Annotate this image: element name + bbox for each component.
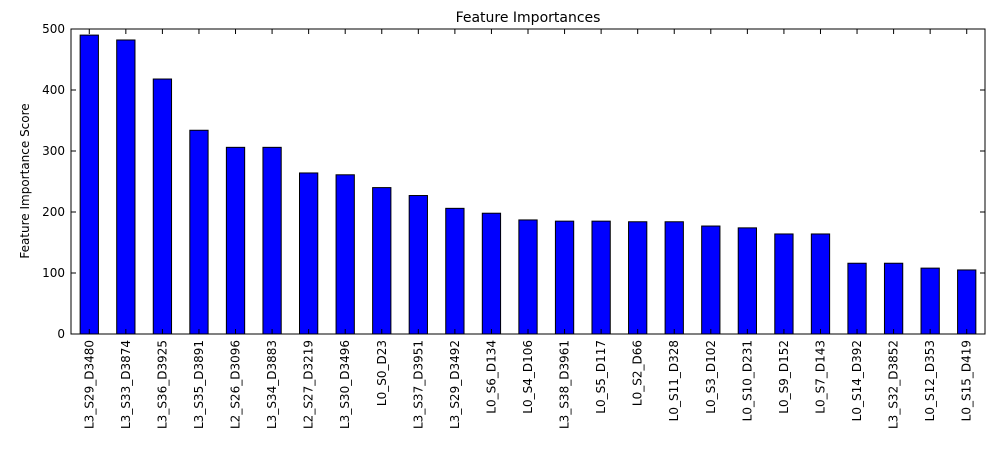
x-tick-label: L0_S4_D106 (521, 340, 535, 414)
bar-L0_S11_D328 (664, 221, 684, 335)
x-tick-label: L0_S3_D102 (704, 340, 718, 414)
bar-L2_S27_D3219 (299, 172, 319, 335)
bar-L0_S0_D23 (372, 187, 392, 335)
x-tick-label: L0_S7_D143 (813, 340, 827, 414)
y-tick-label: 500 (42, 22, 65, 36)
x-tick-label: L0_S5_D117 (594, 340, 608, 414)
bar-L0_S9_D152 (774, 233, 794, 335)
bar-L3_S30_D3496 (335, 174, 355, 335)
bar-L0_S6_D134 (481, 212, 502, 335)
x-tick-label: L3_S30_D3496 (338, 340, 352, 429)
bar-L3_S35_D3891 (189, 129, 209, 335)
x-tick-label: L0_S12_D353 (923, 340, 937, 421)
bar-L3_S37_D3951 (408, 195, 428, 335)
bar-L3_S33_D3874 (116, 39, 136, 335)
x-tick-label: L0_S9_D152 (777, 340, 791, 414)
x-tick-label: L0_S6_D134 (484, 340, 498, 414)
x-ticks: L3_S29_D3480 L3_S33_D3874 L3_S36_D3925 L3_S… (82, 29, 974, 429)
bar-L0_S10_D231 (737, 227, 757, 335)
y-tick-label: 300 (42, 144, 65, 158)
x-tick-label: L0_S10_D231 (740, 340, 754, 421)
bar-L3_S34_D3883 (262, 146, 282, 335)
bar-L0_S12_D353 (920, 267, 940, 335)
bar-L3_S36_D3925 (152, 78, 173, 335)
x-tick-label: L3_S37_D3951 (411, 340, 425, 429)
x-tick-label: L3_S32_D3852 (887, 340, 901, 429)
x-tick-label: L3_S38_D3961 (558, 340, 572, 429)
x-tick-label: L0_S2_D66 (631, 340, 645, 406)
x-tick-label: L0_S11_D328 (667, 340, 681, 421)
y-tick-label: 0 (57, 327, 65, 341)
bar-L0_S4_D106 (518, 219, 538, 335)
bar-L0_S14_D392 (847, 262, 867, 335)
x-tick-label: L2_S26_D3096 (229, 340, 243, 429)
bar-L0_S15_D419 (957, 269, 977, 335)
x-tick-label: L0_S0_D23 (375, 340, 389, 406)
x-tick-label: L0_S15_D419 (960, 340, 974, 421)
y-tick-label: 200 (42, 205, 65, 219)
bar-L0_S5_D117 (591, 220, 611, 335)
chart-title: Feature Importances (456, 10, 601, 26)
bar-L0_S3_D102 (701, 225, 721, 335)
x-tick-label: L3_S35_D3891 (192, 340, 206, 429)
x-tick-label: L2_S27_D3219 (302, 340, 316, 429)
x-tick-label: L3_S34_D3883 (265, 340, 279, 429)
y-axis-label: Feature Importance Score (18, 103, 32, 258)
x-tick-label: L3_S36_D3925 (155, 340, 169, 429)
plot-frame (70, 28, 986, 335)
y-tick-label: 100 (42, 266, 65, 280)
bar-L2_S26_D3096 (225, 146, 246, 335)
bar-L3_S29_D3480 (79, 34, 99, 335)
bars-group (79, 34, 977, 335)
y-ticks: 0 100 200 300 400 500 (42, 22, 985, 341)
bar-L3_S29_D3492 (445, 207, 465, 335)
y-tick-label: 400 (42, 83, 65, 97)
x-tick-label: L3_S29_D3492 (448, 340, 462, 429)
bar-L3_S32_D3852 (883, 262, 904, 335)
bar-L0_S2_D66 (628, 221, 648, 335)
x-tick-label: L3_S33_D3874 (119, 340, 133, 429)
bar-L0_S7_D143 (810, 233, 831, 335)
x-tick-label: L0_S14_D392 (850, 340, 864, 421)
x-tick-label: L3_S29_D3480 (82, 340, 96, 429)
bar-L3_S38_D3961 (554, 220, 575, 335)
